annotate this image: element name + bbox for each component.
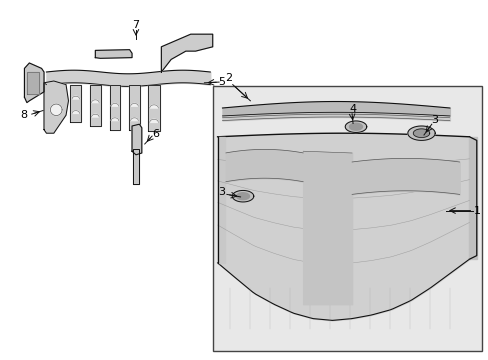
Polygon shape — [72, 111, 80, 113]
Polygon shape — [161, 34, 212, 72]
Polygon shape — [44, 81, 68, 133]
Polygon shape — [345, 121, 366, 132]
Polygon shape — [468, 137, 476, 259]
Text: 1: 1 — [473, 206, 480, 216]
Polygon shape — [111, 103, 119, 106]
Polygon shape — [349, 123, 362, 130]
Polygon shape — [24, 63, 44, 103]
Text: 5: 5 — [218, 77, 225, 87]
Text: 6: 6 — [152, 129, 159, 139]
Polygon shape — [217, 137, 224, 263]
Polygon shape — [129, 85, 140, 130]
Polygon shape — [109, 85, 120, 130]
Polygon shape — [232, 190, 253, 202]
Polygon shape — [149, 119, 158, 122]
Text: 8: 8 — [20, 110, 27, 120]
Polygon shape — [149, 105, 158, 108]
Polygon shape — [70, 85, 81, 122]
Text: 3: 3 — [218, 186, 225, 197]
Polygon shape — [90, 85, 101, 126]
Polygon shape — [130, 118, 138, 121]
Polygon shape — [130, 103, 138, 106]
Text: 7: 7 — [132, 20, 139, 30]
Text: 4: 4 — [349, 104, 356, 114]
Polygon shape — [111, 118, 119, 121]
Bar — [212, 86, 481, 351]
Polygon shape — [407, 126, 434, 140]
Polygon shape — [72, 96, 80, 99]
Polygon shape — [147, 85, 160, 131]
Polygon shape — [91, 100, 99, 103]
Polygon shape — [50, 104, 62, 116]
Polygon shape — [132, 124, 142, 155]
Text: 2: 2 — [225, 73, 232, 84]
Polygon shape — [95, 50, 132, 58]
Polygon shape — [27, 72, 39, 94]
Polygon shape — [91, 114, 99, 117]
Polygon shape — [412, 129, 429, 138]
Polygon shape — [133, 149, 139, 184]
Polygon shape — [236, 193, 249, 200]
Text: 3: 3 — [430, 114, 437, 125]
